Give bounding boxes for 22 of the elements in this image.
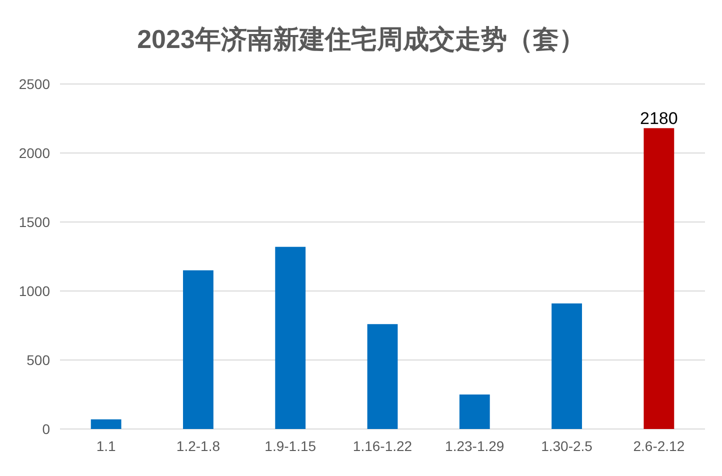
bar: [367, 324, 398, 429]
x-tick-label: 1.2-1.8: [176, 438, 220, 454]
x-tick-label: 1.1: [96, 438, 116, 454]
x-tick-label: 1.9-1.15: [264, 438, 316, 454]
bar: [552, 303, 582, 429]
x-tick-label: 1.23-1.29: [445, 438, 504, 454]
bar: [183, 270, 214, 429]
bar: [275, 246, 306, 429]
x-tick-label: 1.16-1.22: [352, 438, 412, 454]
y-tick-label: 1000: [18, 283, 50, 299]
bar: [644, 128, 674, 429]
y-tick-label: 1500: [18, 214, 50, 230]
y-tick-label: 500: [26, 352, 50, 368]
y-tick-label: 2000: [18, 145, 50, 161]
y-tick-label: 2500: [18, 76, 50, 92]
data-label: 2180: [640, 109, 678, 128]
bar: [90, 419, 122, 429]
x-tick-label: 2.6-2.12: [633, 438, 685, 454]
y-tick-label: 0: [42, 421, 50, 437]
chart-title: 2023年济南新建住宅周成交走势（套）: [137, 24, 585, 54]
bar: [459, 394, 490, 429]
x-tick-label: 1.30-2.5: [541, 438, 593, 454]
